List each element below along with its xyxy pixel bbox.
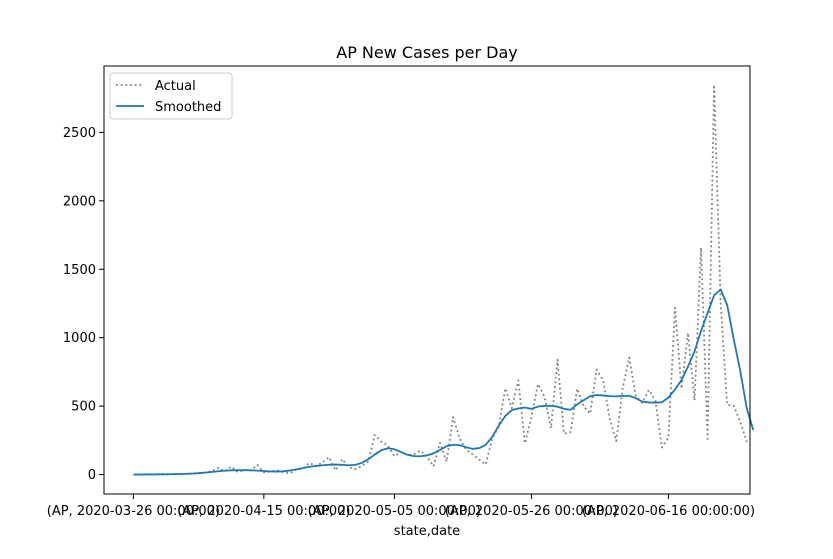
x-tick-label: (AP, 2020-06-16 00:00:00) <box>582 504 755 519</box>
y-tick-label: 2000 <box>63 194 96 209</box>
y-tick-label: 2500 <box>63 126 96 141</box>
x-tick-label: (AP, 2020-05-26 00:00:00) <box>445 504 618 519</box>
y-tick-label: 0 <box>88 468 96 483</box>
y-tick-label: 1000 <box>63 331 96 346</box>
plot-area <box>133 83 755 476</box>
series-line-actual <box>133 83 748 476</box>
legend-label-actual: Actual <box>155 79 196 94</box>
y-tick-label: 1500 <box>63 263 96 278</box>
x-tick-label: (AP, 2020-03-26 00:00:00) <box>47 504 220 519</box>
x-axis-label: state,date <box>394 524 460 539</box>
y-tick-label: 500 <box>71 400 96 415</box>
x-tick-label: (AP, 2020-04-15 00:00:00) <box>177 504 350 519</box>
series-line-smoothed <box>133 288 755 476</box>
x-tick-label: (AP, 2020-05-05 00:00:00) <box>308 504 481 519</box>
chart-title: AP New Cases per Day <box>336 43 518 62</box>
y-axis: 0 500 1000 1500 2000 2500 <box>63 126 104 483</box>
legend: Actual Smoothed <box>109 72 233 120</box>
x-axis: (AP, 2020-03-26 00:00:00)(AP, 2020-04-15… <box>47 494 755 519</box>
axes-frame <box>103 65 751 495</box>
legend-label-smoothed: Smoothed <box>155 100 221 115</box>
